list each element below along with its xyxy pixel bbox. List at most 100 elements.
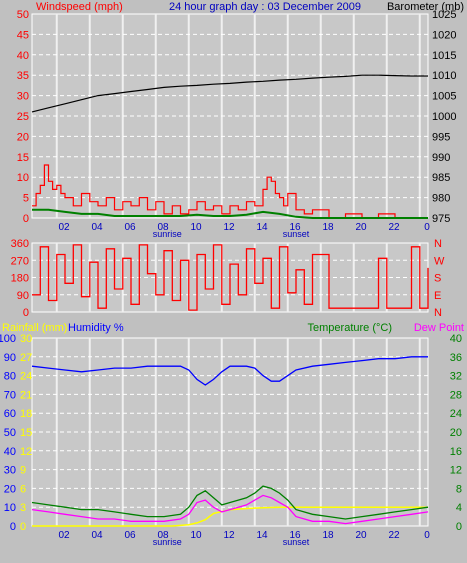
hour-tick-label: 16 <box>289 222 301 233</box>
rainfall-tick-label: 21 <box>20 389 32 401</box>
windspeed-tick-label: 30 <box>17 91 29 103</box>
windspeed-tick-label: 0 <box>23 213 29 225</box>
hour-tick-label: 04 <box>91 530 103 541</box>
hour-tick-label: 14 <box>256 530 268 541</box>
hour-tick-label: 06 <box>124 530 136 541</box>
rainfall-tick-label: 0 <box>20 521 26 533</box>
barometer-tick-label: 990 <box>432 152 450 164</box>
humidity-tick-label: 30 <box>4 465 16 477</box>
rainfall-tick-label: 27 <box>20 352 32 364</box>
barometer-tick-label: 1000 <box>432 111 456 123</box>
hour-tick-label: 08 <box>157 530 169 541</box>
barometer-series-line <box>31 74 428 113</box>
humidity-tick-label: 80 <box>4 371 16 383</box>
compass-point-label: E <box>434 290 441 302</box>
humidity-tick-label: 100 <box>0 333 16 345</box>
wind-direction-tick-label: 180 <box>11 273 29 285</box>
humidity-tick-label: 50 <box>4 427 16 439</box>
sunset-marker-label: sunset <box>283 537 310 547</box>
average-wind-series-line <box>32 208 428 219</box>
temperature-tick-label: 4 <box>456 502 462 514</box>
temperature-tick-label: 24 <box>450 408 462 420</box>
rainfall-series-line <box>32 506 428 527</box>
temperature-tick-label: 32 <box>450 371 462 383</box>
barometer-tick-label: 980 <box>432 193 450 205</box>
hour-tick-label: 16 <box>289 530 301 541</box>
hour-tick-label: 10 <box>190 222 202 233</box>
windspeed-axis-label: Windspeed (mph) <box>36 1 123 13</box>
hour-tick-label: 0 <box>424 530 430 541</box>
hour-tick-label: 22 <box>388 222 400 233</box>
humidity-tick-label: 20 <box>4 483 16 495</box>
wind-direction-tick-label: 0 <box>23 307 29 319</box>
dewpoint-axis-label: Dew Point <box>414 322 464 334</box>
barometer-tick-label: 1010 <box>432 70 456 82</box>
rainfall-tick-label: 9 <box>20 465 26 477</box>
rainfall-tick-label: 3 <box>20 502 26 514</box>
rainfall-tick-label: 24 <box>20 371 32 383</box>
humidity-tick-label: 90 <box>4 352 16 364</box>
rainfall-axis-label: Rainfall (mm) <box>2 322 67 334</box>
hour-tick-label: 04 <box>91 222 103 233</box>
hour-tick-label: 06 <box>124 222 136 233</box>
compass-point-label: N <box>434 238 442 250</box>
humidity-axis-label: Humidity % <box>68 322 124 334</box>
humidity-tick-label: 0 <box>10 521 16 533</box>
barometer-tick-label: 995 <box>432 131 450 143</box>
sunrise-marker-label: sunrise <box>153 229 182 239</box>
temperature-tick-label: 28 <box>450 389 462 401</box>
temperature-series-line <box>31 485 429 520</box>
windspeed-tick-label: 25 <box>17 111 29 123</box>
barometer-axis-label: Barometer (mb) <box>387 1 464 13</box>
hour-tick-label: 18 <box>322 222 334 233</box>
humidity-tick-label: 70 <box>4 389 16 401</box>
compass-point-label: W <box>434 255 445 267</box>
humidity-tick-label: 10 <box>4 502 16 514</box>
wind-direction-series-line <box>32 244 429 311</box>
hour-tick-label: 12 <box>223 530 235 541</box>
wind-direction-tick-label: 90 <box>17 290 29 302</box>
hour-tick-label: 22 <box>388 530 400 541</box>
windspeed-tick-label: 5 <box>23 193 29 205</box>
windspeed-series-line <box>32 164 428 219</box>
windspeed-tick-label: 15 <box>17 152 29 164</box>
wind-direction-tick-label: 360 <box>11 238 29 250</box>
barometer-tick-label: 975 <box>432 213 450 225</box>
graph-title: 24 hour graph day : 03 December 2009 <box>169 1 361 13</box>
temperature-tick-label: 16 <box>450 446 462 458</box>
windspeed-tick-label: 35 <box>17 70 29 82</box>
windspeed-tick-label: 20 <box>17 131 29 143</box>
hour-tick-label: 20 <box>355 530 367 541</box>
temperature-tick-label: 40 <box>450 333 462 345</box>
sunset-marker-label: sunset <box>283 229 310 239</box>
humidity-tick-label: 40 <box>4 446 16 458</box>
sunrise-marker-label: sunrise <box>153 537 182 547</box>
barometer-tick-label: 1005 <box>432 91 456 103</box>
hour-tick-label: 02 <box>58 530 70 541</box>
temperature-axis-label: Temperature (°C) <box>308 322 392 334</box>
hour-tick-label: 18 <box>322 530 334 541</box>
hour-tick-label: 02 <box>58 222 70 233</box>
barometer-tick-label: 985 <box>432 172 450 184</box>
dewpoint-series-line <box>31 494 429 525</box>
barometer-tick-label: 1025 <box>432 9 456 21</box>
barometer-tick-label: 1020 <box>432 29 456 41</box>
wind-direction-tick-label: 270 <box>11 255 29 267</box>
rainfall-tick-label: 12 <box>20 446 32 458</box>
compass-point-label: S <box>434 273 441 285</box>
barometer-tick-label: 1015 <box>432 50 456 62</box>
temperature-tick-label: 8 <box>456 483 462 495</box>
hour-tick-label: 14 <box>256 222 268 233</box>
hour-tick-label: 10 <box>190 530 202 541</box>
hour-tick-label: 0 <box>424 222 430 233</box>
hour-tick-label: 08 <box>157 222 169 233</box>
windspeed-tick-label: 50 <box>17 9 29 21</box>
rainfall-tick-label: 30 <box>20 333 32 345</box>
temperature-tick-label: 36 <box>450 352 462 364</box>
temperature-tick-label: 12 <box>450 465 462 477</box>
temperature-tick-label: 0 <box>456 521 462 533</box>
humidity-tick-label: 60 <box>4 408 16 420</box>
humidity-series-line <box>31 356 428 386</box>
windspeed-tick-label: 10 <box>17 172 29 184</box>
